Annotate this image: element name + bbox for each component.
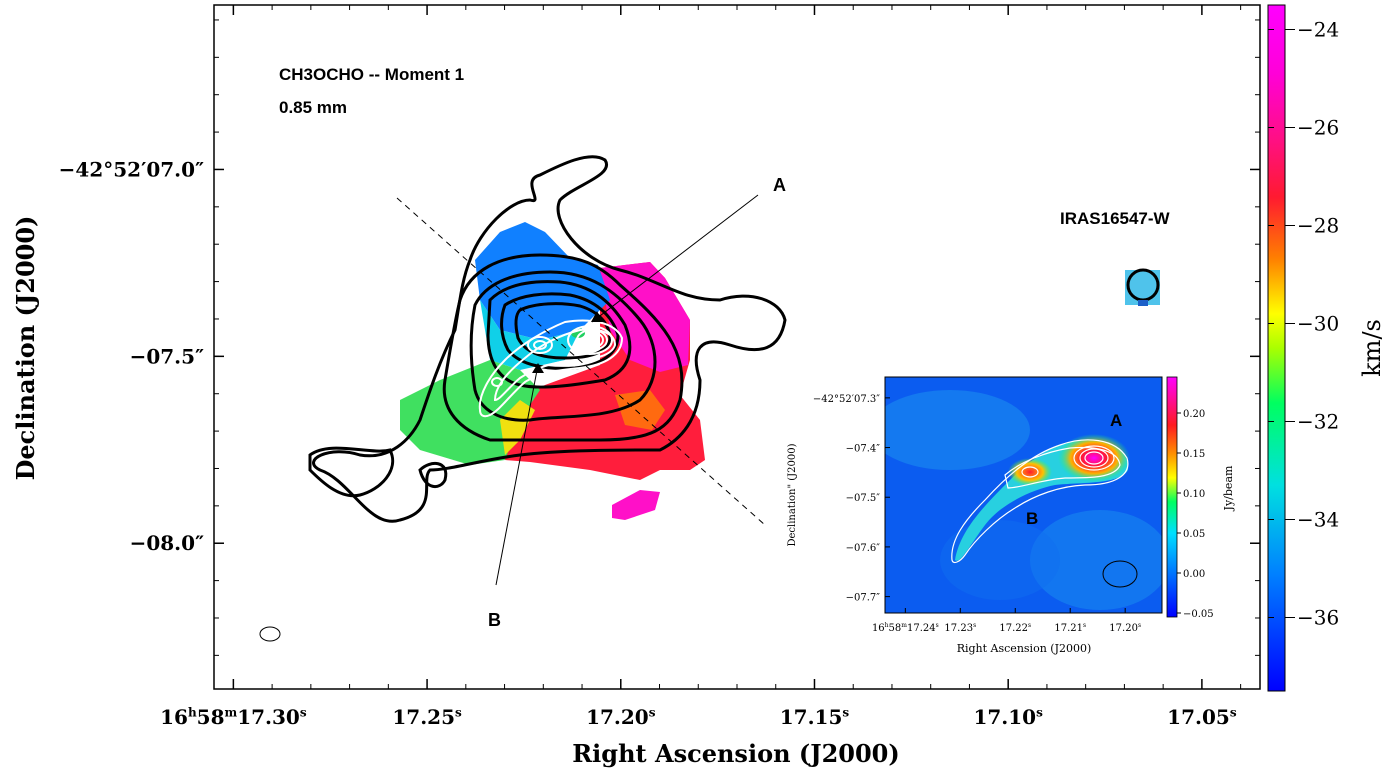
wavelength-label: 0.85 mm (279, 98, 347, 117)
label-b: B (488, 610, 501, 630)
contour-3 (469, 270, 657, 422)
cut-lines (396, 194, 766, 586)
inset-y-axis-label: Declination" (J2000) (787, 443, 798, 546)
colorbar-tick-label: −28 (1297, 214, 1339, 238)
white-contour-tail (491, 377, 503, 387)
colorbar-tick-label: −32 (1297, 410, 1339, 434)
inset-y-tick-label: −07.7″ (846, 593, 881, 604)
line-a (591, 194, 759, 323)
inset-contour-outer (951, 439, 1129, 564)
colorbar-label: km/s (1358, 319, 1386, 377)
inset-y-tick-label: −07.5″ (846, 493, 881, 504)
inset-colorbar-ticks: 0.20 0.15 0.10 0.05 0.00 −0.05 (1177, 409, 1214, 620)
inset-contour-a3 (1084, 451, 1104, 465)
y-tick-label: −08.0″ (130, 531, 204, 555)
contour-notch (418, 461, 448, 489)
inset-colorbar-tick-label: 0.10 (1183, 489, 1205, 500)
black-contours (308, 155, 1160, 523)
emission-orange-patch (615, 390, 665, 430)
inset-x-ticks: 16h58m17.24s 17.23s 17.22s 17.21s 17.20s (872, 608, 1141, 634)
colorbar-tick-label: −36 (1297, 606, 1339, 630)
x-tick-label: 16h58m17.30s (160, 705, 307, 729)
white-contour-outer (478, 319, 624, 418)
inset-contour-a1 (1073, 445, 1115, 471)
line-b (495, 364, 539, 586)
y-tick-label: −07.5″ (130, 344, 204, 368)
inset-label-b: B (1026, 509, 1038, 528)
x-tick-label: 17.20s (586, 705, 656, 729)
contour-4 (486, 280, 632, 389)
inset-contour-a2 (1079, 448, 1109, 468)
y-axis-label: Declination (J2000) (11, 216, 40, 481)
marker-a (591, 311, 603, 322)
x-axis-label: Right Ascension (J2000) (572, 739, 900, 768)
marker-b (532, 363, 544, 373)
iras16547w-mark (1138, 300, 1148, 306)
inset-contour-b1 (1021, 466, 1039, 478)
beam-ellipse (259, 626, 281, 642)
inset-plot: A B 16h58m17.24s 17.23s 17.22s 17.21s 17.20s… (787, 376, 1235, 655)
inset-colorbar-tick-label: −0.05 (1183, 609, 1214, 620)
inset-y-ticks: −42°52′07.3″ −07.4″ −07.5″ −07.6″ −07.7″ (813, 394, 890, 604)
colorbar-tick-label: −24 (1297, 18, 1339, 42)
main-plot: CH3OCHO -- Moment 1 0.85 mm IRAS16547-W … (11, 4, 1261, 768)
white-contour-a3 (584, 332, 604, 348)
source-label: IRAS16547-W (1060, 209, 1171, 228)
white-contour-b2 (533, 340, 547, 350)
colorbar-tick-label: −30 (1297, 312, 1339, 336)
white-contour-2 (493, 328, 617, 402)
inset-colorbar-gradient (1166, 376, 1178, 618)
inset-x-tick-label: 16h58m17.24s (872, 622, 939, 634)
y-axis-ticks: −42°52′07.0″ −07.5″ −08.0″ (59, 19, 1260, 656)
inset-colorbar-label: Jy/beam (1222, 465, 1235, 511)
inset-y-tick-label: −07.6″ (846, 543, 881, 554)
molecule-label: CH3OCHO -- Moment 1 (279, 65, 464, 84)
inset-colorbar-tick-label: 0.05 (1183, 529, 1205, 540)
contour-outer (312, 155, 787, 523)
inset-y-tick-label: −42°52′07.3″ (813, 394, 880, 405)
inset-colorbar-tick-label: 0.20 (1183, 409, 1205, 420)
x-tick-label: 17.05s (1167, 705, 1237, 729)
contour-2 (442, 253, 684, 442)
contour-5 (500, 292, 620, 370)
main-colorbar: −24 −26 −28 −30 −32 −34 −36 km/s (1267, 4, 1386, 692)
emission-magenta-region (600, 262, 690, 372)
inset-x-tick-label: 17.20s (1109, 622, 1141, 634)
emission-cyan-region (480, 300, 580, 370)
inset-colorbar-tick-label: 0.00 (1183, 569, 1205, 580)
white-contour-a (567, 325, 613, 355)
x-tick-label: 17.15s (780, 705, 850, 729)
x-tick-label: 17.10s (973, 705, 1043, 729)
inset-x-tick-label: 17.22s (999, 622, 1031, 634)
inset-x-axis-label: Right Ascension (J2000) (957, 642, 1092, 655)
inset-beam (1102, 560, 1138, 588)
inset-contours (951, 439, 1129, 564)
white-contour-b (527, 336, 553, 354)
colorbar-gradient (1267, 4, 1286, 692)
white-contours (478, 319, 624, 418)
label-a: A (773, 175, 786, 195)
x-axis-ticks: 16h58m17.30s 17.25s 17.20s 17.15s 17.10s 17.0… (160, 5, 1242, 729)
dashed-axis (396, 197, 766, 526)
inset-y-tick-label: −07.4″ (846, 444, 881, 455)
emission-magenta-blob (612, 490, 660, 520)
inset-haze-1 (885, 390, 1030, 470)
white-contour-a2 (576, 329, 608, 351)
inset-colorbar-tick-label: 0.15 (1183, 449, 1205, 460)
inset-blob-a (1058, 434, 1130, 482)
colorbar-ticks: −24 −26 −28 −30 −32 −34 −36 (1268, 18, 1339, 630)
y-tick-label: −42°52′07.0″ (59, 157, 204, 181)
colorbar-tick-label: −34 (1297, 508, 1339, 532)
inset-frame (884, 376, 1163, 614)
inset-x-tick-label: 17.21s (1054, 622, 1086, 634)
inset-contour-2 (1004, 446, 1121, 489)
x-tick-label: 17.25s (392, 705, 462, 729)
inset-label-a: A (1110, 411, 1122, 430)
colorbar-tick-label: −26 (1297, 116, 1339, 140)
contour-lower-left (308, 446, 395, 498)
inset-x-tick-label: 17.23s (944, 622, 976, 634)
